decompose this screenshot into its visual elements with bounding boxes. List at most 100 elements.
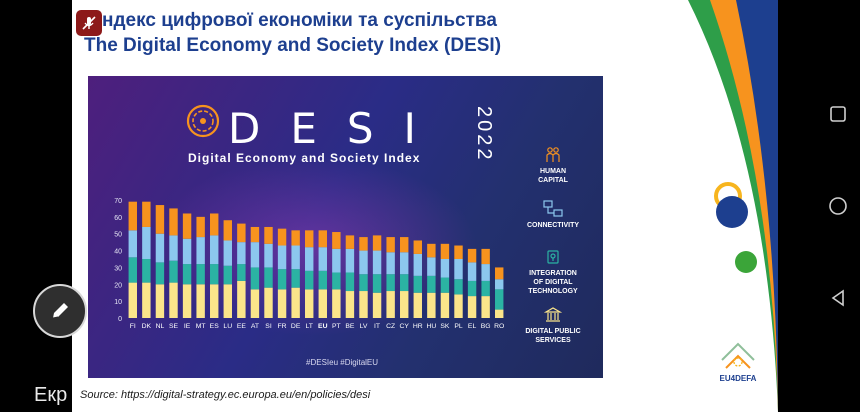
bar-segment (223, 240, 232, 266)
bar-segment (155, 262, 165, 285)
bar-segment (413, 240, 422, 254)
bar-segment (264, 267, 273, 288)
y-tick-label: 10 (114, 299, 122, 306)
decorative-swoosh (688, 0, 778, 412)
bar-segment (359, 274, 368, 292)
bar-segment (196, 237, 205, 265)
legend-label: DIGITAL PUBLIC SERVICES (525, 328, 581, 344)
bar-segment (223, 220, 232, 241)
x-tick-label: SI (265, 323, 272, 330)
x-tick-label: CZ (386, 323, 395, 330)
bar-segment (250, 242, 260, 268)
bar-segment (237, 264, 246, 281)
bar-segment (142, 201, 151, 227)
bar-segment (196, 264, 205, 285)
bar-segment (481, 296, 490, 318)
bar-segment (318, 247, 327, 271)
x-tick-label: HU (426, 323, 436, 330)
legend-connectivity: CONNECTIVITY (508, 200, 598, 230)
x-tick-label: FI (130, 323, 136, 330)
bar-segment (332, 232, 341, 249)
x-tick-label: PT (332, 323, 341, 330)
bar-segment (318, 230, 327, 248)
x-tick-label: BG (481, 323, 491, 330)
bar-segment (467, 280, 477, 297)
bar-segment (372, 292, 382, 318)
home-button[interactable] (828, 196, 848, 216)
x-tick-label: EL (468, 323, 477, 330)
bar-segment (128, 230, 137, 258)
hashtags: #DESIeu #DigitalEU (306, 358, 379, 367)
bar-segment (250, 226, 260, 243)
x-tick-label: SK (440, 323, 450, 330)
edit-fab-button[interactable] (33, 284, 87, 338)
slide-title-ua: ндекс цифрової економіки та суспільства (102, 10, 497, 31)
bar-segment (440, 259, 450, 278)
bar-segment (386, 274, 395, 292)
bar-segment (182, 264, 192, 285)
bar-segment (481, 248, 490, 265)
eu4defa-label: EU4DEFA (719, 374, 757, 383)
bar-segment (210, 213, 219, 236)
y-tick-label: 50 (114, 232, 122, 239)
y-tick-label: 30 (114, 265, 122, 272)
bar-segment (142, 226, 151, 259)
x-tick-label: IE (184, 323, 191, 330)
desi-year: 2022 (473, 106, 495, 163)
bar-segment (291, 230, 300, 246)
mic-muted-icon[interactable] (76, 10, 102, 36)
bar-segment (440, 277, 450, 293)
desi-logo-icon (186, 104, 220, 138)
bar-segment (359, 250, 368, 275)
bar-segment (142, 282, 151, 318)
bar-segment (332, 289, 341, 318)
square-icon (830, 106, 846, 122)
legend-human-capital: HUMAN CAPITAL (508, 146, 598, 185)
bar-segment (264, 243, 273, 268)
chip-icon (547, 250, 559, 264)
bar-segment (481, 264, 490, 281)
bar-segment (372, 274, 382, 293)
legend-label: HUMAN CAPITAL (538, 168, 568, 184)
bar-segment (169, 235, 178, 261)
bar-segment (277, 228, 287, 246)
bar-segment (467, 296, 477, 318)
bar-segment (400, 237, 409, 253)
x-tick-label: ES (210, 323, 220, 330)
bar-segment (467, 248, 477, 263)
y-tick-label: 0 (118, 316, 122, 323)
desi-stacked-bar-chart: 0 10 20 30 40 50 60 70 FI DK NL SE IE MT ES LU EE AT SI FR D… (114, 198, 504, 330)
bar-segment (495, 279, 504, 290)
bar-segment (277, 289, 287, 318)
bar-segment (264, 287, 273, 318)
legend-public-services: DIGITAL PUBLIC SERVICES (508, 306, 598, 345)
x-tick-label: DE (291, 323, 301, 330)
bar-segment (128, 257, 137, 283)
people-icon (546, 147, 560, 162)
caption-overlay-text: Екр (34, 384, 68, 406)
bar-segment (386, 291, 395, 318)
x-tick-label: MT (196, 323, 206, 330)
bar-segment (454, 245, 463, 259)
network-icon (543, 200, 563, 217)
bar-segment (277, 269, 287, 290)
bar-segment (386, 252, 395, 275)
bar-segment (250, 267, 260, 290)
bar-segment (427, 243, 436, 258)
bar-segment (237, 223, 246, 243)
x-tick-label: RO (494, 323, 504, 330)
source-link[interactable]: Source: https://digital-strategy.ec.euro… (80, 389, 371, 401)
bar-segment (400, 291, 409, 318)
bar-segment (291, 269, 300, 288)
bar-segment (155, 205, 165, 234)
bar-segment (318, 289, 327, 318)
back-button[interactable] (828, 288, 848, 308)
bar-segment (400, 252, 409, 275)
bar-segment (155, 284, 165, 318)
bar-segment (169, 282, 178, 318)
desi-infographic: DESI 2022 Digital Economy and Society In… (88, 76, 603, 378)
x-tick-label: HR (413, 323, 423, 330)
recent-apps-button[interactable] (828, 104, 848, 124)
bar-segment (359, 291, 368, 318)
